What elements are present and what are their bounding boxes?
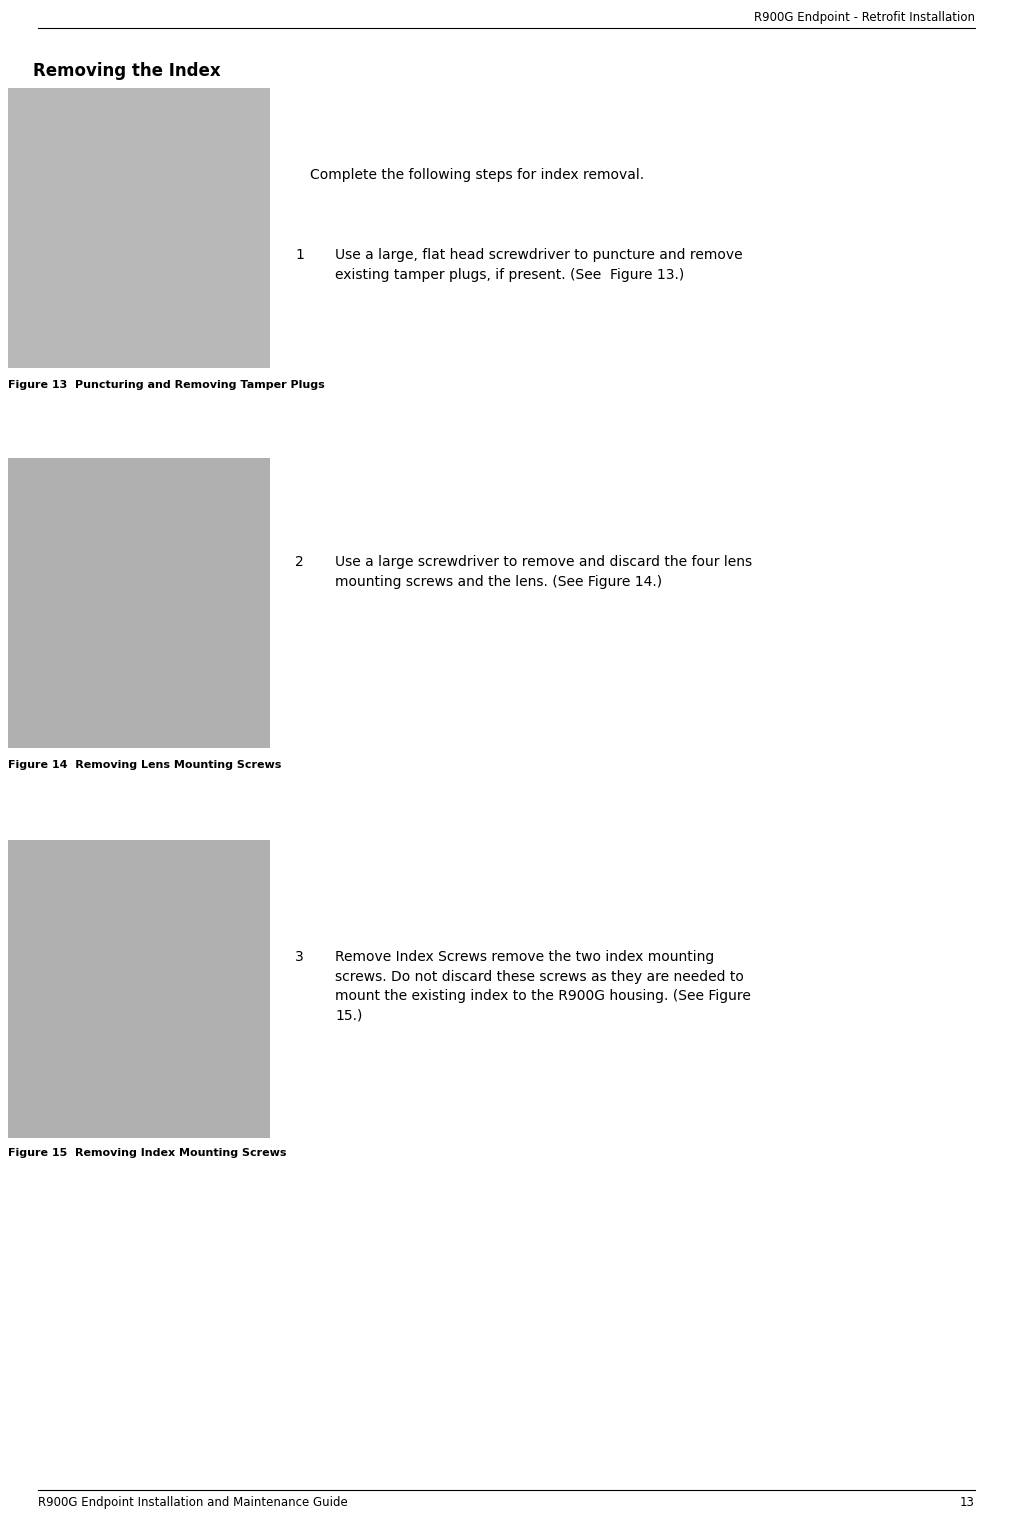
Text: Use a large screwdriver to remove and discard the four lens
mounting screws and : Use a large screwdriver to remove and di… bbox=[335, 555, 752, 588]
Bar bbox=[8, 840, 270, 1139]
Text: 13: 13 bbox=[960, 1496, 975, 1508]
Text: Figure 15  Removing Index Mounting Screws: Figure 15 Removing Index Mounting Screws bbox=[8, 1148, 286, 1158]
Text: R900G Endpoint - Retrofit Installation: R900G Endpoint - Retrofit Installation bbox=[754, 11, 975, 24]
Text: Figure 14  Removing Lens Mounting Screws: Figure 14 Removing Lens Mounting Screws bbox=[8, 760, 281, 770]
Bar bbox=[8, 458, 270, 747]
Text: Figure 13  Puncturing and Removing Tamper Plugs: Figure 13 Puncturing and Removing Tamper… bbox=[8, 381, 325, 390]
Text: Removing the Index: Removing the Index bbox=[33, 62, 220, 80]
Text: Use a large, flat head screwdriver to puncture and remove
existing tamper plugs,: Use a large, flat head screwdriver to pu… bbox=[335, 249, 743, 282]
Text: Remove Index Screws remove the two index mounting
screws. Do not discard these s: Remove Index Screws remove the two index… bbox=[335, 951, 751, 1022]
Text: Complete the following steps for index removal.: Complete the following steps for index r… bbox=[310, 168, 645, 182]
Bar bbox=[8, 88, 270, 368]
Text: 2: 2 bbox=[295, 555, 303, 568]
Text: 3: 3 bbox=[295, 951, 303, 964]
Text: R900G Endpoint Installation and Maintenance Guide: R900G Endpoint Installation and Maintena… bbox=[38, 1496, 348, 1508]
Text: 1: 1 bbox=[295, 249, 303, 262]
